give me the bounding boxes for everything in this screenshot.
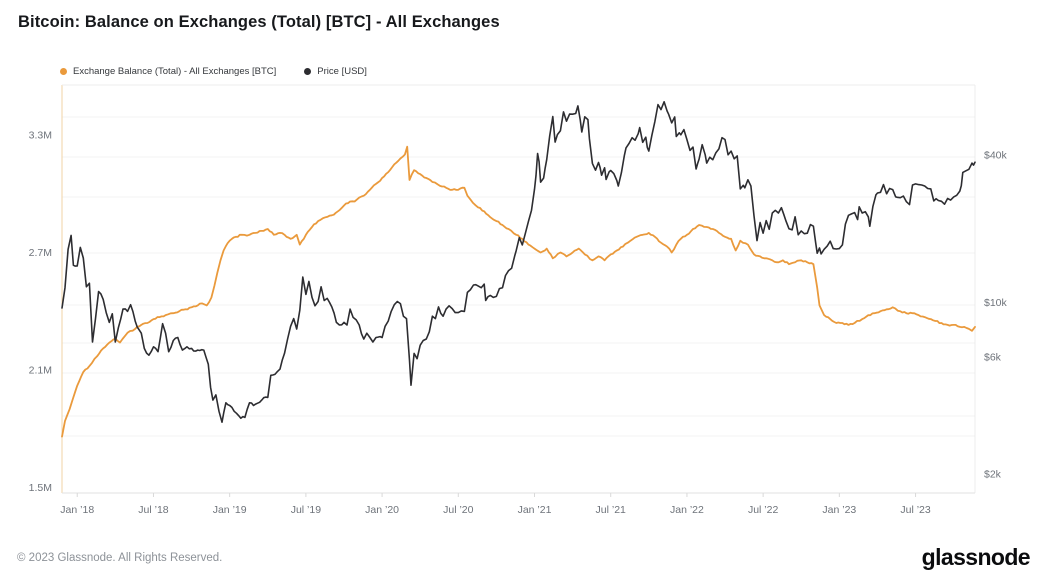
x-axis-label: Jan ’23 — [822, 504, 856, 516]
legend-label-price: Price [USD] — [317, 66, 367, 77]
y-axis-label-left: 3.3M — [29, 129, 52, 141]
x-axis-label: Jan ’19 — [213, 504, 247, 516]
series-line-exchange-balance — [61, 145, 976, 438]
x-axis-label: Jan ’21 — [518, 504, 552, 516]
glassnode-logo: glassnode — [921, 544, 1031, 570]
x-axis-label: Jul ’20 — [443, 504, 474, 516]
x-axis-label: Jul ’18 — [138, 504, 169, 516]
y-axis-label-right: $2k — [984, 468, 1002, 480]
series-line-price — [61, 101, 976, 423]
x-axis-label: Jul ’21 — [596, 504, 627, 516]
x-axis-label: Jul ’19 — [291, 504, 322, 516]
legend-label-exchange-balance: Exchange Balance (Total) - All Exchanges… — [73, 66, 277, 77]
x-axis-label: Jul ’23 — [900, 504, 931, 516]
legend-item-price[interactable]: Price [USD] — [304, 66, 367, 77]
black-series-dot-icon — [304, 68, 312, 75]
y-axis-label-right: $10k — [984, 297, 1008, 309]
copyright-text: © 2023 Glassnode. All Rights Reserved. — [17, 551, 223, 564]
x-axis-label: Jan ’20 — [365, 504, 399, 516]
x-axis-label: Jan ’18 — [60, 504, 94, 516]
y-axis-label-right: $40k — [984, 150, 1008, 162]
x-axis-label: Jan ’22 — [670, 504, 704, 516]
y-axis-label-left: 1.5M — [29, 482, 52, 494]
y-axis-label-right: $6k — [984, 351, 1002, 363]
page-title: Bitcoin: Balance on Exchanges (Total) [B… — [18, 13, 500, 31]
y-axis-label-left: 2.1M — [29, 364, 52, 376]
footer: © 2023 Glassnode. All Rights Reserved. g… — [0, 544, 1047, 571]
legend: Exchange Balance (Total) - All Exchanges… — [60, 66, 367, 77]
orange-series-dot-icon — [60, 68, 67, 75]
legend-item-exchange-balance[interactable]: Exchange Balance (Total) - All Exchanges… — [60, 66, 276, 77]
x-axis-label: Jul ’22 — [748, 504, 779, 516]
y-axis-label-left: 2.7M — [29, 247, 52, 259]
